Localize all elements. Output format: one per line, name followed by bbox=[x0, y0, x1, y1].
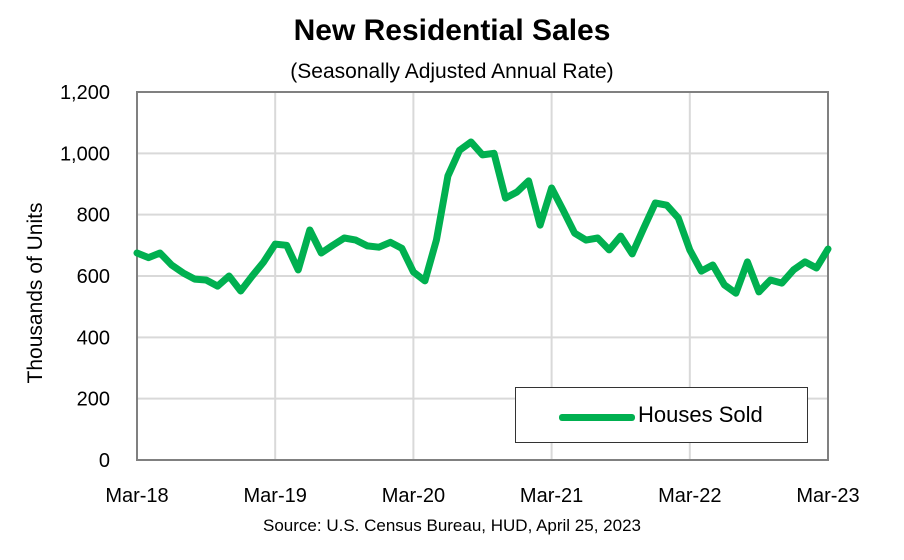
plot-area-border bbox=[136, 91, 829, 461]
x-tick-label: Mar-19 bbox=[244, 485, 307, 507]
chart-title: New Residential Sales bbox=[293, 14, 611, 47]
y-tick-label: 200 bbox=[77, 389, 110, 411]
series-line-houses-sold bbox=[133, 138, 832, 297]
y-tick-label: 0 bbox=[99, 450, 110, 472]
legend-label: Houses Sold bbox=[638, 402, 763, 427]
x-tick-label: Mar-23 bbox=[796, 485, 859, 507]
x-tick-label: Mar-22 bbox=[658, 485, 721, 507]
source-note: Source: U.S. Census Bureau, HUD, April 2… bbox=[263, 516, 641, 535]
y-tick-label: 800 bbox=[77, 205, 110, 227]
x-tick-label: Mar-21 bbox=[520, 485, 583, 507]
legend-swatch bbox=[559, 414, 635, 421]
y-tick-label: 1,000 bbox=[60, 143, 110, 165]
y-tick-label: 600 bbox=[77, 266, 110, 288]
chart-subtitle: (Seasonally Adjusted Annual Rate) bbox=[290, 60, 614, 83]
legend: Houses Sold bbox=[515, 387, 808, 443]
y-tick-label: 400 bbox=[77, 327, 110, 349]
y-tick-label: 1,200 bbox=[60, 82, 110, 104]
x-tick-label: Mar-20 bbox=[382, 485, 445, 507]
x-tick-label: Mar-18 bbox=[105, 485, 168, 507]
